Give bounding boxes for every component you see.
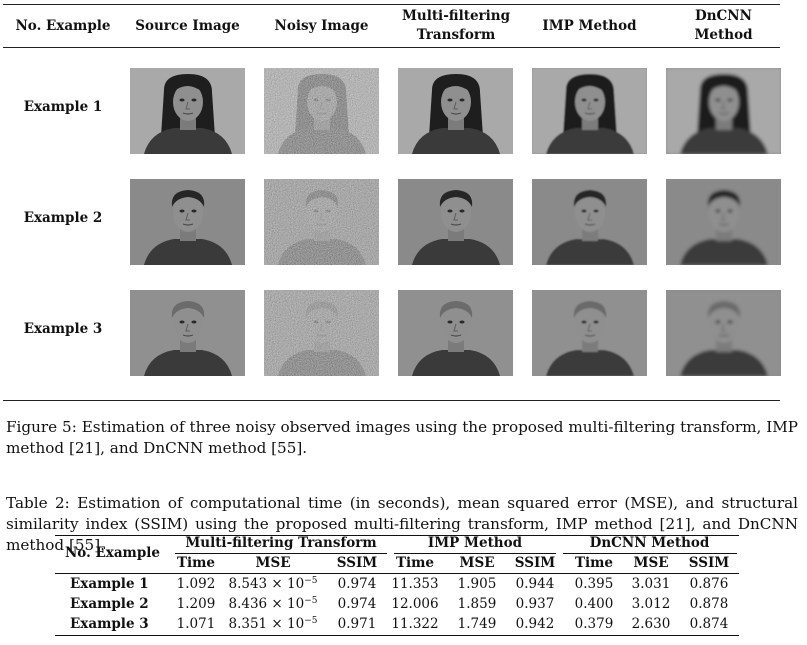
face-image-example-2-multi-filtering: [398, 179, 513, 265]
table-cell: 8.543 × 10−5: [228, 576, 318, 592]
table-cell: 0.379: [574, 616, 614, 632]
table-cell: 0.942: [515, 616, 555, 632]
subheader-ssim-1: SSIM: [336, 555, 378, 571]
col-header-no-example: No. Example: [15, 17, 111, 34]
table-cell: 1.905: [457, 576, 497, 592]
table-cell: 12.006: [391, 596, 439, 612]
col-header-source-image: Source Image: [135, 17, 240, 34]
table-cell: 0.876: [689, 576, 729, 592]
table-cell: 2.630: [631, 616, 671, 632]
face-image-example-2-imp: [532, 179, 647, 265]
subheader-ssim-2: SSIM: [514, 555, 556, 571]
face-image-example-3-noisy: [264, 290, 379, 376]
group-header-dncnn: DnCNN Method: [589, 535, 710, 551]
table-top-rule: [55, 535, 739, 536]
table-cell: 0.937: [515, 596, 555, 612]
table-cell: 0.400: [574, 596, 614, 612]
subheader-time-1: Time: [176, 555, 216, 571]
col-header-noisy-image: Noisy Image: [274, 17, 369, 34]
face-image-example-1-noisy: [264, 68, 379, 154]
face-image-example-3-multi-filtering: [398, 290, 513, 376]
subheader-mse-3: MSE: [633, 555, 669, 571]
mse-exponent: −5: [304, 576, 318, 586]
table-row-label: Example 3: [70, 616, 149, 632]
figure-caption: Figure 5: Estimation of three noisy obse…: [6, 418, 798, 457]
group-header-imp: IMP Method: [427, 535, 523, 551]
face-image-example-1-imp: [532, 68, 647, 154]
col-header-dncnn: DnCNN Method: [694, 8, 753, 43]
table-cell: 11.353: [391, 576, 439, 592]
subheader-time-2: Time: [395, 555, 435, 571]
face-image-example-3-dncnn: [666, 290, 781, 376]
figure-top-rule: [3, 4, 780, 5]
table-cell: 3.012: [631, 596, 671, 612]
col-header-imp: IMP Method: [542, 17, 637, 34]
face-image-example-1-dncnn: [666, 68, 781, 154]
row-label-example-3: Example 3: [23, 321, 103, 337]
subheader-mse-1: MSE: [255, 555, 291, 571]
table-cell: 0.395: [574, 576, 614, 592]
table-cell: 11.322: [391, 616, 439, 632]
face-image-example-1-source: [130, 68, 245, 154]
table-cell: 0.874: [689, 616, 729, 632]
figure-header-rule: [3, 47, 780, 48]
face-image-example-2-dncnn: [666, 179, 781, 265]
subheader-time-3: Time: [574, 555, 614, 571]
table-cell: 0.944: [515, 576, 555, 592]
subheader-mse-2: MSE: [459, 555, 495, 571]
table-cell: 0.878: [689, 596, 729, 612]
group-underline-multi-filtering: [175, 553, 387, 554]
col-header-multi-filtering: Multi-filtering Transform: [401, 8, 511, 43]
table-cell: 1.071: [176, 616, 216, 632]
group-header-multi-filtering: Multi-filtering Transform: [185, 535, 377, 551]
table-cell: 1.092: [176, 576, 216, 592]
table-cell: 1.859: [457, 596, 497, 612]
table-header-rule: [55, 573, 739, 574]
figure-bottom-rule: [3, 400, 780, 401]
table-cell: 8.351 × 10−5: [228, 616, 318, 632]
face-image-example-1-multi-filtering: [398, 68, 513, 154]
subheader-ssim-3: SSIM: [688, 555, 730, 571]
face-image-example-2-source: [130, 179, 245, 265]
table-caption: Table 2: Estimation of computational tim…: [6, 494, 798, 554]
table-cell: 1.209: [176, 596, 216, 612]
table-cell: 0.971: [337, 616, 377, 632]
table-cell: 3.031: [631, 576, 671, 592]
group-underline-imp: [394, 553, 556, 554]
table-cell: 0.974: [337, 596, 377, 612]
row-label-example-1: Example 1: [23, 99, 103, 115]
mse-exponent: −5: [304, 616, 318, 626]
face-image-example-3-imp: [532, 290, 647, 376]
table-cell: 1.749: [457, 616, 497, 632]
face-image-example-2-noisy: [264, 179, 379, 265]
group-underline-dncnn: [563, 553, 737, 554]
table-row-label: Example 2: [70, 596, 149, 612]
mse-exponent: −5: [304, 596, 318, 606]
table-bottom-rule: [55, 635, 739, 636]
table-row-header: No. Example: [64, 545, 161, 561]
table-row-label: Example 1: [70, 576, 149, 592]
table-cell: 0.974: [337, 576, 377, 592]
table-cell: 8.436 × 10−5: [228, 596, 318, 612]
face-image-example-3-source: [130, 290, 245, 376]
row-label-example-2: Example 2: [23, 210, 103, 226]
